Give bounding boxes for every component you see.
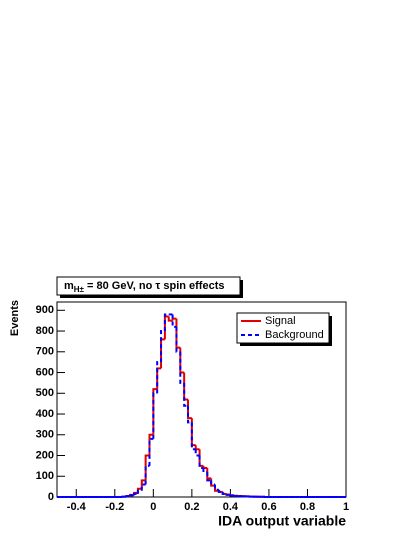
title-box	[56, 276, 241, 296]
y-tick-label: 200	[36, 449, 54, 461]
y-tick-label: 500	[36, 387, 54, 399]
histogram-step	[171, 314, 177, 328]
legend-box	[236, 312, 330, 344]
histogram-step	[136, 489, 142, 494]
histogram-step	[194, 445, 200, 451]
histogram-step	[152, 392, 158, 439]
histogram-step	[206, 472, 212, 482]
chart-title: mH± = 80 GeV, no τ spin effects	[64, 280, 224, 294]
histogram-step	[148, 437, 154, 466]
title-rest: = 80 GeV, no τ spin effects	[84, 280, 225, 292]
y-tick-label: 0	[48, 491, 54, 503]
y-axis-title: Events	[9, 300, 21, 336]
histogram-step	[194, 449, 200, 457]
histogram-step	[163, 313, 169, 332]
histogram-step	[156, 361, 162, 394]
histogram-step	[144, 464, 150, 485]
y-tick-label: 700	[36, 346, 54, 358]
x-tick-label: 1	[343, 501, 349, 513]
title-main: m	[64, 280, 74, 292]
histogram-step	[217, 489, 223, 493]
histogram-step	[202, 467, 208, 474]
y-tick-label: 300	[36, 429, 54, 441]
histogram-step	[233, 494, 239, 497]
x-tick-label: 0.2	[184, 501, 199, 513]
histogram-step	[187, 405, 192, 424]
histogram-step	[187, 399, 192, 420]
histogram-step	[183, 382, 189, 407]
x-axis-title: IDA output variable	[218, 513, 346, 529]
histogram-step	[213, 484, 219, 491]
histogram-step	[160, 330, 165, 363]
histogram-step	[125, 495, 131, 498]
histogram-step	[167, 316, 173, 322]
histogram-step	[221, 491, 227, 495]
histogram-step	[190, 422, 196, 451]
histogram-step	[210, 480, 215, 486]
histogram-step	[140, 479, 146, 489]
y-tick-label: 400	[36, 408, 54, 420]
histogram-step	[179, 351, 185, 384]
histogram-step	[152, 388, 158, 435]
histogram-step	[129, 494, 135, 497]
y-tick-label: 800	[36, 325, 54, 337]
x-tick-label: 0	[150, 501, 156, 513]
legend-label: Background	[265, 329, 324, 341]
histogram-step	[175, 326, 181, 353]
histogram-step	[171, 317, 177, 321]
x-tick-label: 0.8	[300, 501, 315, 513]
x-tick-label: -0.2	[105, 501, 124, 513]
y-tick-label: 100	[36, 470, 54, 482]
x-tick-label: 0.4	[223, 501, 239, 513]
x-tick-label: -0.4	[67, 501, 87, 513]
y-tick-label: 600	[36, 366, 54, 378]
histogram-step	[225, 493, 231, 496]
plot-frame	[56, 301, 347, 498]
series	[57, 313, 346, 498]
histogram-step	[140, 483, 146, 491]
y-tick-label: 900	[36, 304, 54, 316]
x-tick-label: 0.6	[261, 501, 276, 513]
histogram-step	[144, 454, 150, 481]
histogram-step	[198, 455, 204, 469]
legend-label: Signal	[265, 315, 296, 327]
histogram-step	[202, 465, 208, 469]
title-subscript: H±	[74, 285, 85, 294]
histogram-step	[179, 347, 185, 374]
histogram-step	[133, 492, 138, 496]
